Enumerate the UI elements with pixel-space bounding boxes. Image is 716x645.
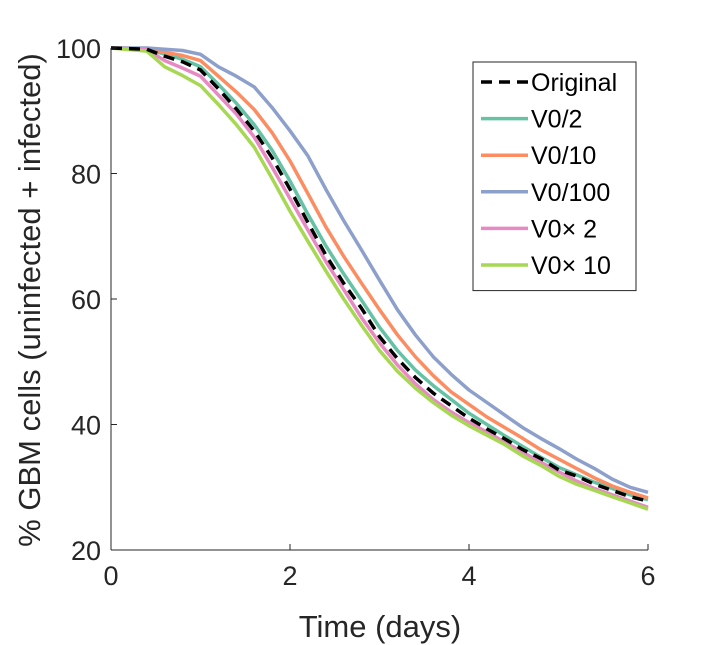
y-tick-label: 60 — [71, 285, 101, 315]
y-axis-label: % GBM cells (uninfected + infected) — [12, 53, 47, 547]
series-line-4 — [110, 46, 649, 509]
y-tick-label: 40 — [71, 411, 101, 441]
y-tick-label: 100 — [56, 34, 101, 64]
series-line-0 — [110, 46, 649, 503]
x-tick-label: 2 — [282, 561, 297, 591]
legend-box — [472, 61, 637, 292]
legend-label: Original — [531, 69, 617, 97]
x-tick-label: 6 — [640, 561, 655, 591]
ticks: 0 2 4 6 20 40 60 80 100 — [56, 34, 656, 591]
series-line-1 — [110, 46, 649, 502]
y-tick-label: 80 — [71, 160, 101, 190]
plot-lines — [110, 46, 649, 511]
series-line-3 — [111, 46, 649, 494]
legend-label: V0/100 — [531, 179, 610, 207]
legend-label: V0/10 — [531, 142, 596, 170]
series-line-5 — [110, 46, 649, 511]
legend-label: V0× 2 — [531, 215, 597, 243]
legend: Original V0/2 V0/10 V0/100 V0× 2 V0× 10 — [472, 61, 637, 292]
x-tick-label: 4 — [461, 561, 476, 591]
x-axis-label: Time (days) — [299, 609, 461, 644]
y-tick-label: 20 — [71, 536, 101, 566]
legend-label: V0/2 — [531, 106, 582, 134]
legend-label: V0× 10 — [531, 252, 611, 280]
x-tick-label: 0 — [103, 561, 118, 591]
series-line-2 — [110, 46, 649, 500]
